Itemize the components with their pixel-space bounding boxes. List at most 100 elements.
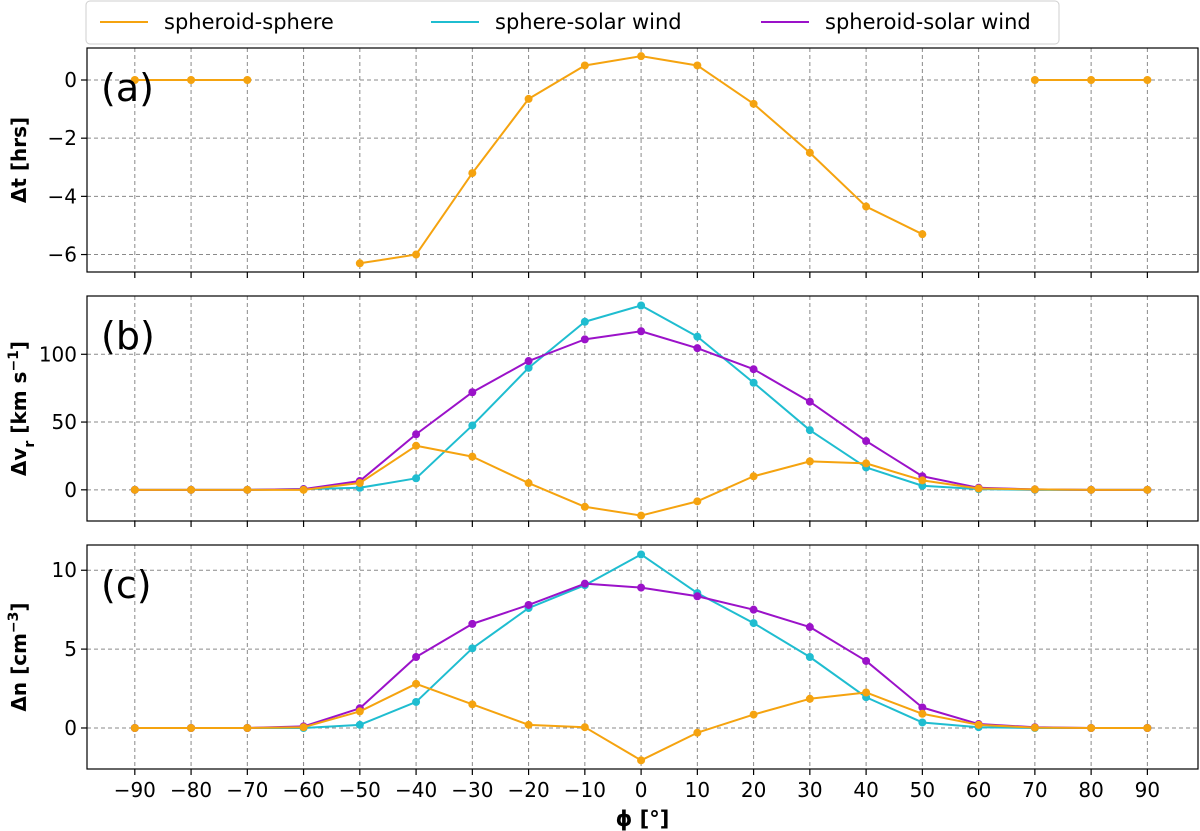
panel-a-grid — [87, 48, 1198, 272]
data-point-spheroid-solar-wind — [524, 357, 533, 366]
data-point-spheroid-sphere — [805, 148, 814, 157]
panel-c-grid — [87, 545, 1198, 769]
panel-a-yticks: 0 −2 −4 −6 — [48, 68, 87, 267]
panel-b: 0 50 100 (b) Δvr [km s−1] — [6, 295, 1199, 527]
x-tick-label: −90 — [114, 778, 156, 802]
ylabel-part: ] — [7, 602, 31, 611]
panel-b-series — [130, 301, 1152, 520]
data-point-spheroid-sphere — [524, 94, 533, 103]
data-point-sphere-solar-wind — [468, 421, 477, 430]
panel-a-frame — [86, 47, 1199, 273]
x-tick-label: 50 — [910, 778, 935, 802]
data-point-spheroid-sphere — [243, 485, 252, 494]
data-point-spheroid-sphere — [749, 99, 758, 108]
data-point-spheroid-solar-wind — [918, 703, 927, 712]
data-point-spheroid-solar-wind — [468, 388, 477, 397]
data-point-spheroid-solar-wind — [693, 344, 702, 353]
data-point-spheroid-sphere — [524, 720, 533, 729]
x-tick-label: 10 — [685, 778, 710, 802]
data-point-spheroid-sphere — [187, 76, 196, 84]
data-point-spheroid-sphere — [1087, 723, 1096, 732]
data-point-spheroid-sphere — [187, 723, 196, 732]
data-point-spheroid-solar-wind — [580, 579, 589, 588]
data-point-spheroid-solar-wind — [749, 605, 758, 614]
data-point-spheroid-sphere — [805, 694, 814, 703]
x-tick-label: 30 — [797, 778, 822, 802]
data-point-spheroid-sphere — [693, 61, 702, 70]
panel-a-ylabel-text: Δt [hrs] — [7, 117, 31, 203]
panel-c: 0 5 10 −90 −80 −70 −60 −50 −40 −30 −20 −10 0 10 20 30 4… — [6, 544, 1199, 802]
x-tick-label: −30 — [451, 778, 493, 802]
data-point-spheroid-sphere — [468, 169, 477, 178]
data-point-spheroid-sphere — [580, 502, 589, 511]
y-tick-label: 100 — [39, 342, 77, 366]
panel-b-yticks: 0 50 100 — [39, 342, 87, 502]
data-point-spheroid-solar-wind — [805, 397, 814, 406]
panel-a-xticks — [134, 272, 1148, 278]
x-tick-label: −80 — [170, 778, 212, 802]
data-point-sphere-solar-wind — [805, 426, 814, 435]
data-point-spheroid-sphere — [693, 728, 702, 737]
ylabel-part: −1 — [6, 350, 22, 371]
ylabel-part: −3 — [6, 612, 22, 633]
data-point-spheroid-sphere — [862, 459, 871, 468]
x-tick-label: 20 — [741, 778, 766, 802]
data-point-spheroid-sphere — [524, 479, 533, 488]
data-point-sphere-solar-wind — [468, 644, 477, 653]
x-tick-label: −70 — [226, 778, 268, 802]
panel-b-grid — [87, 296, 1198, 521]
data-point-spheroid-solar-wind — [468, 619, 477, 628]
x-tick-label: −20 — [507, 778, 549, 802]
data-point-spheroid-sphere — [412, 441, 421, 450]
ylabel-part: Δn [cm — [7, 633, 31, 712]
data-point-spheroid-sphere — [1030, 76, 1039, 84]
data-point-spheroid-sphere — [637, 511, 646, 520]
legend-box — [85, 0, 1060, 45]
data-point-spheroid-sphere — [412, 250, 421, 259]
data-point-spheroid-solar-wind — [693, 592, 702, 601]
y-tick-label: 5 — [64, 637, 77, 661]
data-point-spheroid-solar-wind — [637, 327, 646, 336]
panel-c-ylabel: Δn [cm−3] — [6, 602, 31, 711]
data-point-spheroid-sphere — [130, 485, 139, 494]
data-point-spheroid-sphere — [637, 756, 646, 765]
data-point-spheroid-sphere — [1143, 485, 1152, 494]
panel-b-label: (b) — [101, 314, 155, 358]
data-point-spheroid-sphere — [1143, 76, 1152, 84]
y-tick-label: 0 — [64, 478, 77, 502]
data-point-spheroid-sphere — [1030, 723, 1039, 732]
data-point-spheroid-sphere — [355, 479, 364, 488]
data-point-sphere-solar-wind — [637, 550, 646, 559]
y-tick-label: 0 — [64, 68, 77, 92]
data-point-sphere-solar-wind — [580, 317, 589, 326]
panel-a-label: (a) — [101, 66, 154, 110]
panel-a: 0 −2 −4 −6 (a) Δt [hrs] — [7, 47, 1199, 278]
data-point-sphere-solar-wind — [524, 363, 533, 372]
x-tick-label: −50 — [339, 778, 381, 802]
data-point-spheroid-solar-wind — [412, 430, 421, 439]
data-point-spheroid-sphere — [918, 709, 927, 718]
data-point-spheroid-sphere — [1143, 723, 1152, 732]
data-point-spheroid-sphere — [130, 76, 139, 84]
data-point-spheroid-sphere — [580, 61, 589, 70]
legend-label: spheroid-solar wind — [825, 10, 1031, 34]
data-point-spheroid-sphere — [468, 452, 477, 461]
ylabel-part: Δv — [7, 448, 31, 477]
data-point-sphere-solar-wind — [637, 301, 646, 310]
legend-label: spheroid-sphere — [164, 10, 334, 34]
data-point-spheroid-sphere — [974, 484, 983, 493]
x-tick-label: −40 — [395, 778, 437, 802]
data-point-sphere-solar-wind — [693, 332, 702, 341]
data-point-spheroid-sphere — [637, 52, 646, 61]
data-point-spheroid-sphere — [693, 497, 702, 506]
legend-label: sphere-solar wind — [495, 10, 682, 34]
data-point-spheroid-solar-wind — [412, 653, 421, 661]
x-tick-label: 70 — [1022, 778, 1047, 802]
panel-c-xticks: −90 −80 −70 −60 −50 −40 −30 −20 −10 0 10 20 30 40 50 60… — [114, 769, 1160, 802]
ylabel-part: r — [22, 441, 38, 448]
y-tick-label: −6 — [48, 243, 77, 267]
data-point-spheroid-sphere — [805, 457, 814, 466]
data-point-spheroid-sphere — [243, 76, 252, 84]
data-point-spheroid-sphere — [862, 202, 871, 211]
legend-entries: spheroid-sphere sphere-solar wind spheroid… — [100, 10, 1031, 34]
